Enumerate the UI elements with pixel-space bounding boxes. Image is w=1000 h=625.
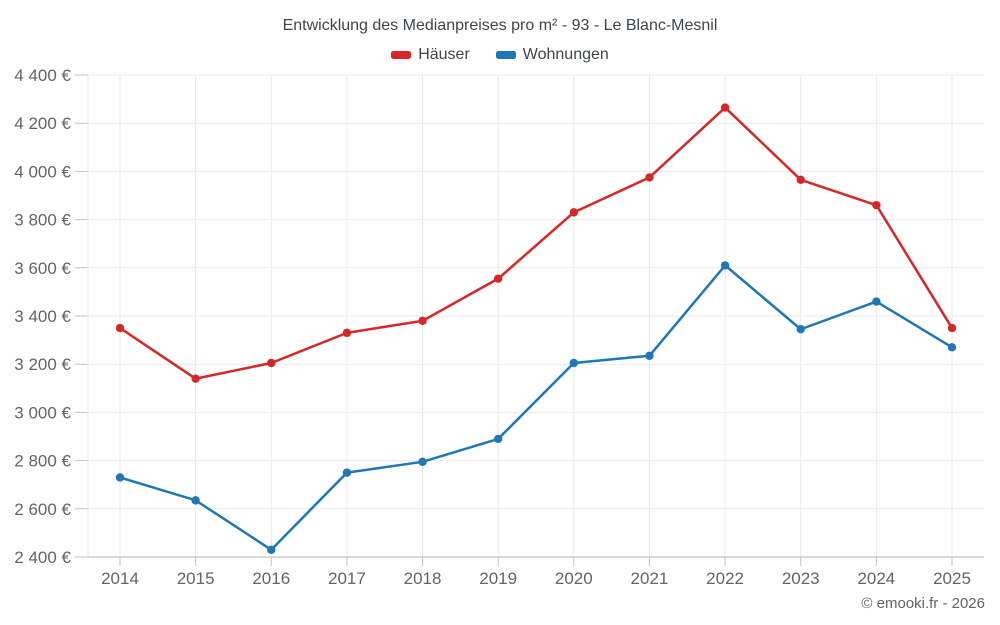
xtick-label-2015: 2015 [177, 569, 215, 588]
legend: Häuser Wohnungen [0, 46, 1000, 64]
point-huser-2025 [947, 323, 957, 333]
xtick-label-2019: 2019 [479, 569, 517, 588]
point-huser-2019 [493, 274, 503, 283]
point-wohnungen-2025 [947, 343, 957, 352]
point-wohnungen-2015 [191, 496, 200, 505]
line-wohnungen [118, 264, 954, 552]
point-huser-2014 [115, 323, 125, 333]
point-wohnungen-2016 [267, 545, 276, 554]
point-huser-2020 [569, 208, 579, 217]
point-wohnungen-2019 [493, 434, 503, 444]
point-huser-2024 [872, 200, 881, 210]
xtick-label-2021: 2021 [631, 569, 669, 588]
ytick-label-2600: 2 600 € [14, 500, 71, 519]
ytick-label-4200: 4 200 € [14, 114, 71, 133]
point-huser-2021 [645, 173, 654, 182]
point-huser-2022 [720, 103, 730, 112]
ytick-label-3400: 3 400 € [14, 307, 71, 326]
legend-item-haeuser: Häuser [391, 46, 470, 64]
xtick-label-2020: 2020 [555, 569, 593, 588]
point-huser-2023 [796, 175, 805, 185]
copyright-footer: © emooki.fr - 2026 [861, 595, 985, 612]
xtick-label-2017: 2017 [328, 569, 366, 588]
xtick-label-2023: 2023 [782, 569, 820, 588]
xtick-label-2024: 2024 [857, 569, 895, 588]
point-wohnungen-2024 [872, 297, 881, 306]
point-wohnungen-2021 [645, 351, 654, 360]
legend-item-wohnungen: Wohnungen [495, 46, 609, 64]
point-wohnungen-2020 [569, 358, 579, 368]
legend-swatch-haeuser-icon [391, 51, 412, 59]
point-wohnungen-2022 [720, 261, 730, 270]
point-wohnungen-2017 [342, 468, 352, 477]
ytick-label-3000: 3 000 € [14, 403, 71, 422]
xtick-label-2018: 2018 [404, 569, 442, 588]
ytick-label-4000: 4 000 € [14, 162, 71, 181]
point-huser-2018 [418, 316, 427, 326]
ytick-label-4400: 4 400 € [14, 66, 71, 85]
ytick-label-3600: 3 600 € [14, 259, 71, 278]
line-huser [118, 106, 954, 380]
point-wohnungen-2023 [796, 325, 805, 334]
ytick-label-3800: 3 800 € [14, 211, 71, 230]
xtick-label-2025: 2025 [933, 569, 971, 588]
point-huser-2017 [342, 328, 352, 338]
legend-label-wohnungen: Wohnungen [522, 46, 609, 63]
legend-swatch-wohnungen-icon [495, 51, 516, 59]
point-wohnungen-2018 [418, 457, 427, 467]
point-huser-2015 [191, 374, 200, 383]
chart-title: Entwicklung des Medianpreises pro m² - 9… [282, 17, 718, 34]
legend-label-haeuser: Häuser [418, 46, 470, 63]
ytick-label-2400: 2 400 € [14, 548, 71, 567]
xtick-label-2014: 2014 [101, 569, 139, 588]
point-huser-2016 [267, 358, 276, 368]
ytick-label-2800: 2 800 € [14, 452, 71, 471]
point-wohnungen-2014 [115, 473, 125, 482]
xtick-label-2022: 2022 [706, 569, 744, 588]
ytick-label-3200: 3 200 € [14, 355, 71, 374]
xtick-label-2016: 2016 [252, 569, 290, 588]
